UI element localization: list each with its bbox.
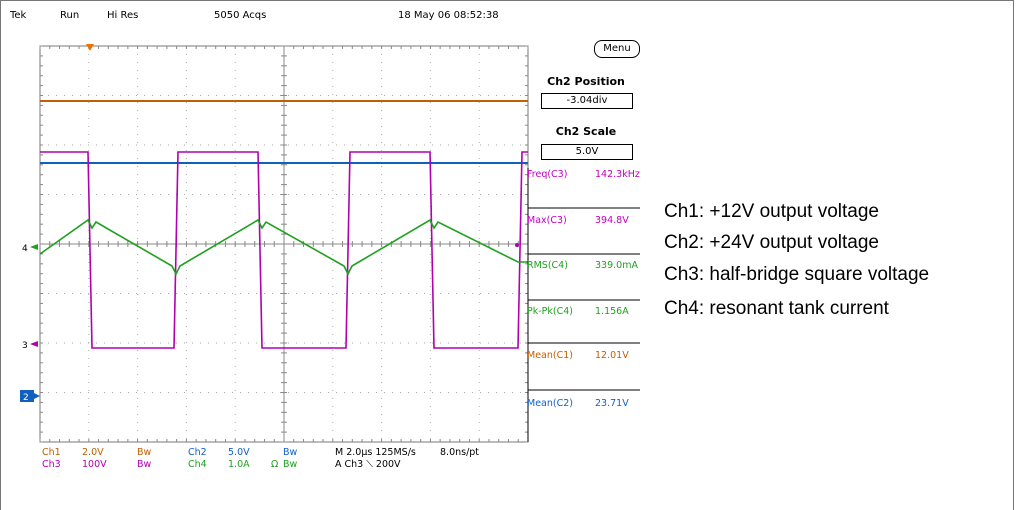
trigger-setting: A Ch3 ⟍ 200V: [335, 459, 401, 470]
ch1-name: Ch1: [42, 447, 61, 458]
ch4-trace: [39, 218, 528, 276]
ch3-name: Ch3: [42, 459, 61, 470]
legend-ch2: Ch2: +24V output voltage: [664, 232, 879, 253]
acquisition-mode: Hi Res: [107, 10, 139, 21]
ch3-scale: 100V: [82, 459, 107, 470]
trigger-position-icon: [86, 44, 94, 51]
waveform-display: 4 3 2: [20, 44, 640, 443]
ch3-bandwidth: Bw: [137, 459, 152, 470]
ch2-marker-label: 2: [23, 393, 29, 403]
measurement-label: RMS(C4): [527, 260, 568, 271]
ch2-position-value[interactable]: -3.04div: [541, 93, 633, 109]
measurement-label: Max(C3): [527, 215, 567, 226]
measurement-row[interactable]: Max(C3) 394.8V: [527, 215, 629, 226]
ch2-name: Ch2: [188, 447, 207, 458]
oscilloscope-screen: Tek Run Hi Res 5050 Acqs 18 May 06 08:52…: [10, 10, 640, 470]
ch4-marker-label: 4: [22, 244, 28, 254]
frame-top-border: [0, 0, 1014, 1]
ch3-ref-dot: [515, 243, 519, 247]
measurement-value: 23.71V: [595, 398, 629, 409]
measurement-row[interactable]: RMS(C4) 339.0mA: [527, 260, 638, 271]
ch1-bandwidth: Bw: [137, 447, 152, 458]
date-time: 18 May 06 08:52:38: [398, 10, 499, 21]
ch4-marker-icon: [30, 244, 38, 250]
legend-ch3: Ch3: half-bridge square voltage: [664, 264, 930, 285]
ch2-bandwidth: Bw: [283, 447, 298, 458]
measurement-label: Mean(C2): [527, 398, 573, 409]
sample-resolution: 8.0ns/pt: [440, 447, 480, 458]
ch2-position-title: Ch2 Position: [547, 75, 625, 88]
ch2-marker-icon: [34, 393, 40, 399]
acquisition-count: 5050 Acqs: [214, 10, 267, 21]
ch2-scale-value[interactable]: 5.0V: [541, 144, 633, 160]
ch2-scale-title: Ch2 Scale: [555, 125, 617, 138]
measurement-label: Freq(C3): [527, 169, 568, 180]
measurement-row[interactable]: Mean(C2) 23.71V: [527, 398, 629, 409]
measurement-label: Mean(C1): [527, 350, 573, 361]
ch2-marker-box: [20, 390, 34, 402]
ch2-scale: 5.0V: [228, 447, 250, 458]
measurement-value: 142.3kHz: [595, 169, 640, 180]
ch4-name: Ch4: [188, 459, 207, 470]
brand-label: Tek: [10, 10, 27, 21]
measurement-label: Pk-Pk(C4): [527, 306, 573, 317]
ch3-trace: [40, 151, 528, 349]
measurement-row[interactable]: Pk-Pk(C4) 1.156A: [527, 306, 629, 317]
ohm-icon: Ω: [271, 459, 279, 470]
ch3-marker-label: 3: [22, 341, 28, 351]
timebase: M 2.0µs 125MS/s: [335, 447, 416, 458]
measurement-value: 12.01V: [595, 350, 629, 361]
legend-ch4: Ch4: resonant tank current: [664, 298, 889, 319]
menu-button[interactable]: Menu: [594, 40, 640, 58]
frame-right-border: [1013, 0, 1014, 510]
measurement-value: 394.8V: [595, 215, 629, 226]
frame-left-border: [0, 0, 1, 510]
measurement-row[interactable]: Freq(C3) 142.3kHz: [527, 169, 640, 180]
measurement-row[interactable]: Mean(C1) 12.01V: [527, 350, 629, 361]
ch3-marker-icon: [30, 341, 38, 347]
ch4-scale: 1.0A: [228, 459, 250, 470]
ch1-scale: 2.0V: [82, 447, 104, 458]
ch4-bandwidth: Bw: [283, 459, 298, 470]
measurement-value: 339.0mA: [595, 260, 638, 271]
run-state: Run: [60, 10, 80, 21]
legend-ch1: Ch1: +12V output voltage: [664, 201, 879, 222]
measurement-value: 1.156A: [595, 306, 629, 317]
